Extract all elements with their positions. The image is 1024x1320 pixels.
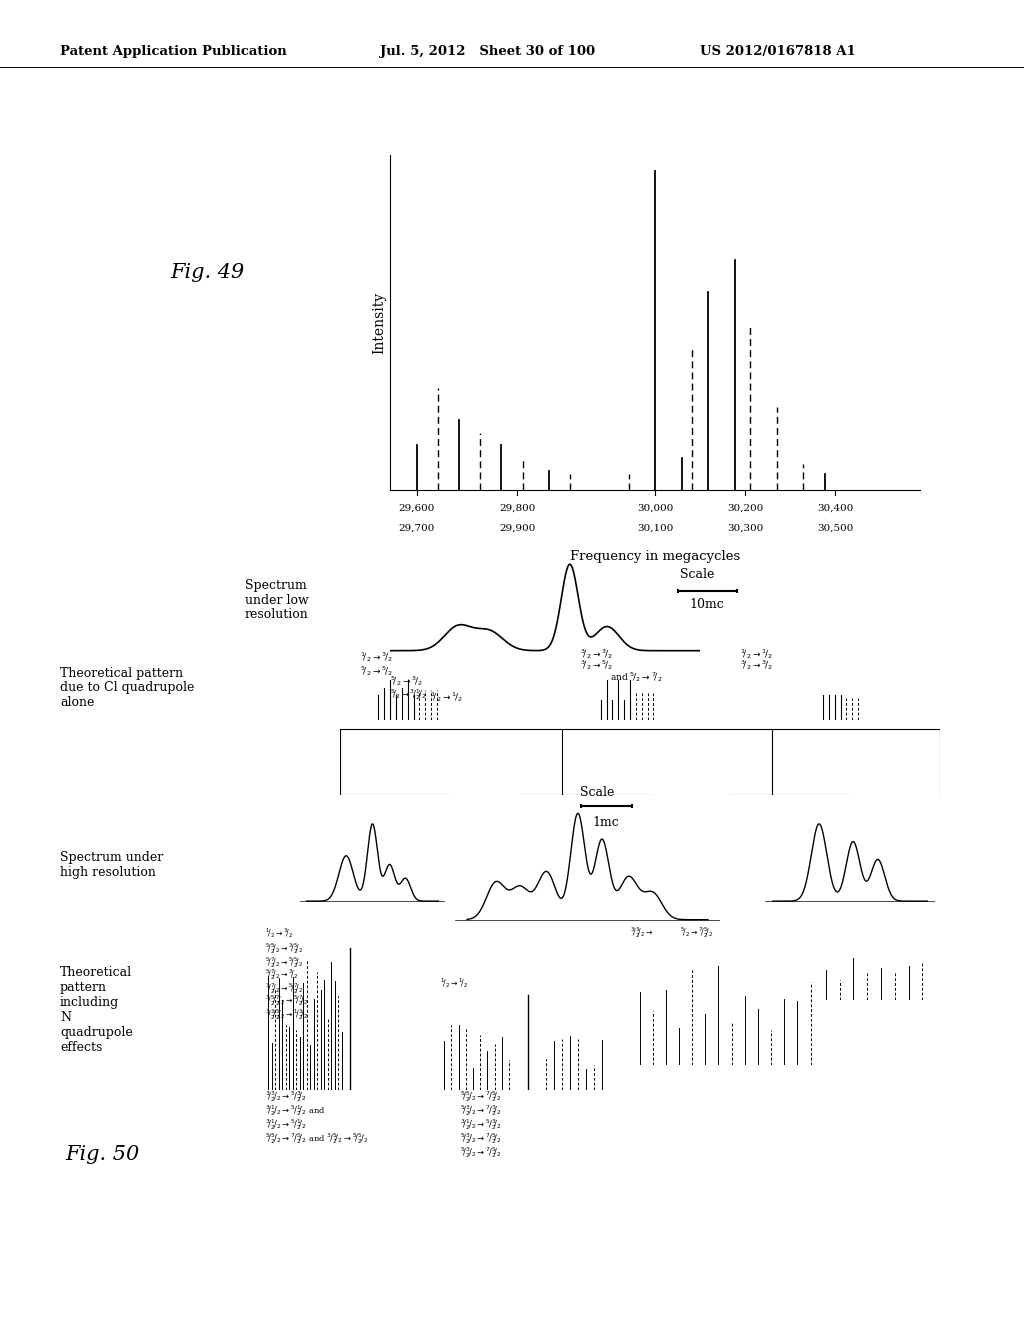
Text: $^{5}\!/_{2}^{7}\!/_{2}{\to}^{3}\!/_{2}$: $^{5}\!/_{2}^{7}\!/_{2}{\to}^{3}\!/_{2}$	[265, 968, 298, 982]
Text: 29,900: 29,900	[499, 524, 536, 532]
Text: US 2012/0167818 A1: US 2012/0167818 A1	[700, 45, 856, 58]
Text: $^{3}\!/_{2}^{3}\!/_{2}{\to}^{5}\!/_{2}^{3}\!/_{2}$: $^{3}\!/_{2}^{3}\!/_{2}{\to}^{5}\!/_{2}^…	[265, 1089, 307, 1105]
Text: Theoretical pattern
due to Cl quadrupole
alone: Theoretical pattern due to Cl quadrupole…	[60, 667, 195, 710]
Text: 29,700: 29,700	[398, 524, 434, 532]
Text: $^{5}\!/_{2}{\to}^{5}\!/_{2}$: $^{5}\!/_{2}{\to}^{5}\!/_{2}$	[360, 664, 393, 677]
Text: $^{5}\!/_{2}^{5}\!/_{2}{\to}^{7}\!/_{2}^{5}\!/_{2}$ and $^{3}\!/_{2}^{5}\!/_{2}{: $^{5}\!/_{2}^{5}\!/_{2}{\to}^{7}\!/_{2}^…	[265, 1131, 369, 1147]
Text: 30,300: 30,300	[727, 524, 763, 532]
Text: $^{5}\!/_{2}{\to}^{7}\!/_{2}^{5}\!/_{2}$: $^{5}\!/_{2}{\to}^{7}\!/_{2}^{5}\!/_{2}$	[680, 924, 714, 940]
Y-axis label: Intensity: Intensity	[372, 292, 386, 354]
Text: $^{3}\!/_{2}{\to}^{3}\!/_{2}$: $^{3}\!/_{2}{\to}^{3}\!/_{2}$	[580, 647, 612, 660]
Text: $^{3}\!/_{2}^{1}\!/_{2}{\to}^{5}\!/_{2}^{1}\!/_{2}$ and: $^{3}\!/_{2}^{1}\!/_{2}{\to}^{5}\!/_{2}^…	[265, 1104, 326, 1118]
Text: Scale: Scale	[580, 787, 614, 800]
Text: 30,200: 30,200	[727, 503, 763, 512]
Text: $^{5}\!/_{2}{\to}^{3}\!/_{2}^{1}\!/_{2}$: $^{5}\!/_{2}{\to}^{3}\!/_{2}^{1}\!/_{2}$	[390, 688, 426, 702]
Text: $^{3}\!/_{2}^{3}\!/_{2}{\to}$: $^{3}\!/_{2}^{3}\!/_{2}{\to}$	[630, 924, 653, 940]
Text: $^{5}\!/_{2}^{3}\!/_{2}{\to}^{7}\!/_{2}^{3}\!/_{2}$: $^{5}\!/_{2}^{3}\!/_{2}{\to}^{7}\!/_{2}^…	[460, 1104, 502, 1118]
Text: Fig. 49: Fig. 49	[170, 263, 245, 281]
Text: $^{1}\!/_{2}{\to}^{1}\!/_{2}$: $^{1}\!/_{2}{\to}^{1}\!/_{2}$	[740, 647, 773, 660]
Text: $^{5}\!/_{2}^{5}\!/_{2}{\to}^{7}\!/_{2}^{5}\!/_{2}$: $^{5}\!/_{2}^{5}\!/_{2}{\to}^{7}\!/_{2}^…	[460, 1089, 502, 1105]
Text: 1mc: 1mc	[593, 816, 620, 829]
Text: $^{5}\!/_{2}{\to}^{3}\!/_{2}$: $^{5}\!/_{2}{\to}^{3}\!/_{2}$	[390, 675, 423, 689]
Text: $^{1}\!/_{2}{\to}^{3}\!/_{2}$: $^{1}\!/_{2}{\to}^{3}\!/_{2}$	[265, 927, 293, 940]
Text: 30,500: 30,500	[817, 524, 853, 532]
Text: 29,800: 29,800	[499, 503, 536, 512]
Text: $^{3}\!/_{2}^{1}\!/_{2}{\to}^{5}\!/_{2}^{1}\!/_{2}$: $^{3}\!/_{2}^{1}\!/_{2}{\to}^{5}\!/_{2}^…	[265, 1118, 307, 1133]
Text: $^{3}\!/_{2}{\to}^{5}\!/_{2}$: $^{3}\!/_{2}{\to}^{5}\!/_{2}$	[580, 657, 612, 672]
Text: Spectrum
under low
resolution: Spectrum under low resolution	[245, 578, 309, 622]
Text: 30,100: 30,100	[637, 524, 673, 532]
Text: Frequency in megacycles: Frequency in megacycles	[570, 550, 740, 564]
Text: 29,600: 29,600	[398, 503, 434, 512]
Text: $^{5}\!/_{2}^{3}\!/_{2}{\to}^{7}\!/_{2}^{5}\!/_{2}$: $^{5}\!/_{2}^{3}\!/_{2}{\to}^{7}\!/_{2}^…	[460, 1131, 502, 1147]
Text: and $^{5}\!/_{2}{\to}^{7}\!/_{2}$: and $^{5}\!/_{2}{\to}^{7}\!/_{2}$	[610, 669, 663, 684]
Text: $^{5}\!/_{2}^{7}\!/_{2}{\to}^{5}\!/_{2}^{5}\!/_{2}$: $^{5}\!/_{2}^{7}\!/_{2}{\to}^{5}\!/_{2}^…	[265, 954, 303, 969]
Text: Patent Application Publication: Patent Application Publication	[60, 45, 287, 58]
Text: $^{3}\!/_{2}^{5}\!/_{2}^{7}\!/_{2}{\to}^{5}\!/_{2}^{7}\!/_{2}$: $^{3}\!/_{2}^{5}\!/_{2}^{7}\!/_{2}{\to}^…	[265, 994, 308, 1008]
Text: $^{3}\!/_{2}{\to}^{3}\!/_{2}$: $^{3}\!/_{2}{\to}^{3}\!/_{2}$	[740, 657, 773, 672]
Text: $^{3}\!/_{2}^{7}\!/_{2}{\to}^{5}\!/_{2}^{7}\!/_{2}$: $^{3}\!/_{2}^{7}\!/_{2}{\to}^{5}\!/_{2}^…	[265, 981, 303, 995]
Text: $^{3}\!/_{2}^{1}\!/_{2}{\to}^{5}\!/_{2}^{3}\!/_{2}$: $^{3}\!/_{2}^{1}\!/_{2}{\to}^{5}\!/_{2}^…	[460, 1118, 502, 1133]
Text: Fig. 50: Fig. 50	[65, 1146, 139, 1164]
Text: $^{1}\!/_{2}{\to}^{1}\!/_{2}$: $^{1}\!/_{2}{\to}^{1}\!/_{2}$	[440, 977, 468, 990]
Text: 30,400: 30,400	[817, 503, 853, 512]
Text: Theoretical
pattern
including
N
quadrupole
effects: Theoretical pattern including N quadrupo…	[60, 966, 133, 1053]
Text: 30,000: 30,000	[637, 503, 673, 512]
Text: 10mc: 10mc	[689, 598, 724, 611]
Text: $^{5}\!/_{2}^{5}\!/_{2}{\to}^{3}\!/_{2}^{5}\!/_{2}$: $^{5}\!/_{2}^{5}\!/_{2}{\to}^{3}\!/_{2}^…	[265, 941, 303, 957]
Text: Scale: Scale	[680, 569, 715, 582]
Text: Jul. 5, 2012   Sheet 30 of 100: Jul. 5, 2012 Sheet 30 of 100	[380, 45, 595, 58]
Text: $^{1}\!/_{2}{\to}^{1}\!/_{2}$: $^{1}\!/_{2}{\to}^{1}\!/_{2}$	[430, 689, 463, 704]
Text: Spectrum under
high resolution: Spectrum under high resolution	[60, 851, 163, 879]
Text: $^{5}\!/_{2}^{3}\!/_{2}{\to}^{7}\!/_{2}^{5}\!/_{2}$: $^{5}\!/_{2}^{3}\!/_{2}{\to}^{7}\!/_{2}^…	[460, 1144, 502, 1159]
Text: $^{3}\!/_{2}^{3}\!/_{2}^{5}\!/_{2}{\to}^{1}\!/_{2}^{3}\!/_{2}$: $^{3}\!/_{2}^{3}\!/_{2}^{5}\!/_{2}{\to}^…	[265, 1007, 308, 1022]
Text: $^{1}\!/_{2}{\to}^{3}\!/_{2}$: $^{1}\!/_{2}{\to}^{3}\!/_{2}$	[360, 649, 393, 664]
